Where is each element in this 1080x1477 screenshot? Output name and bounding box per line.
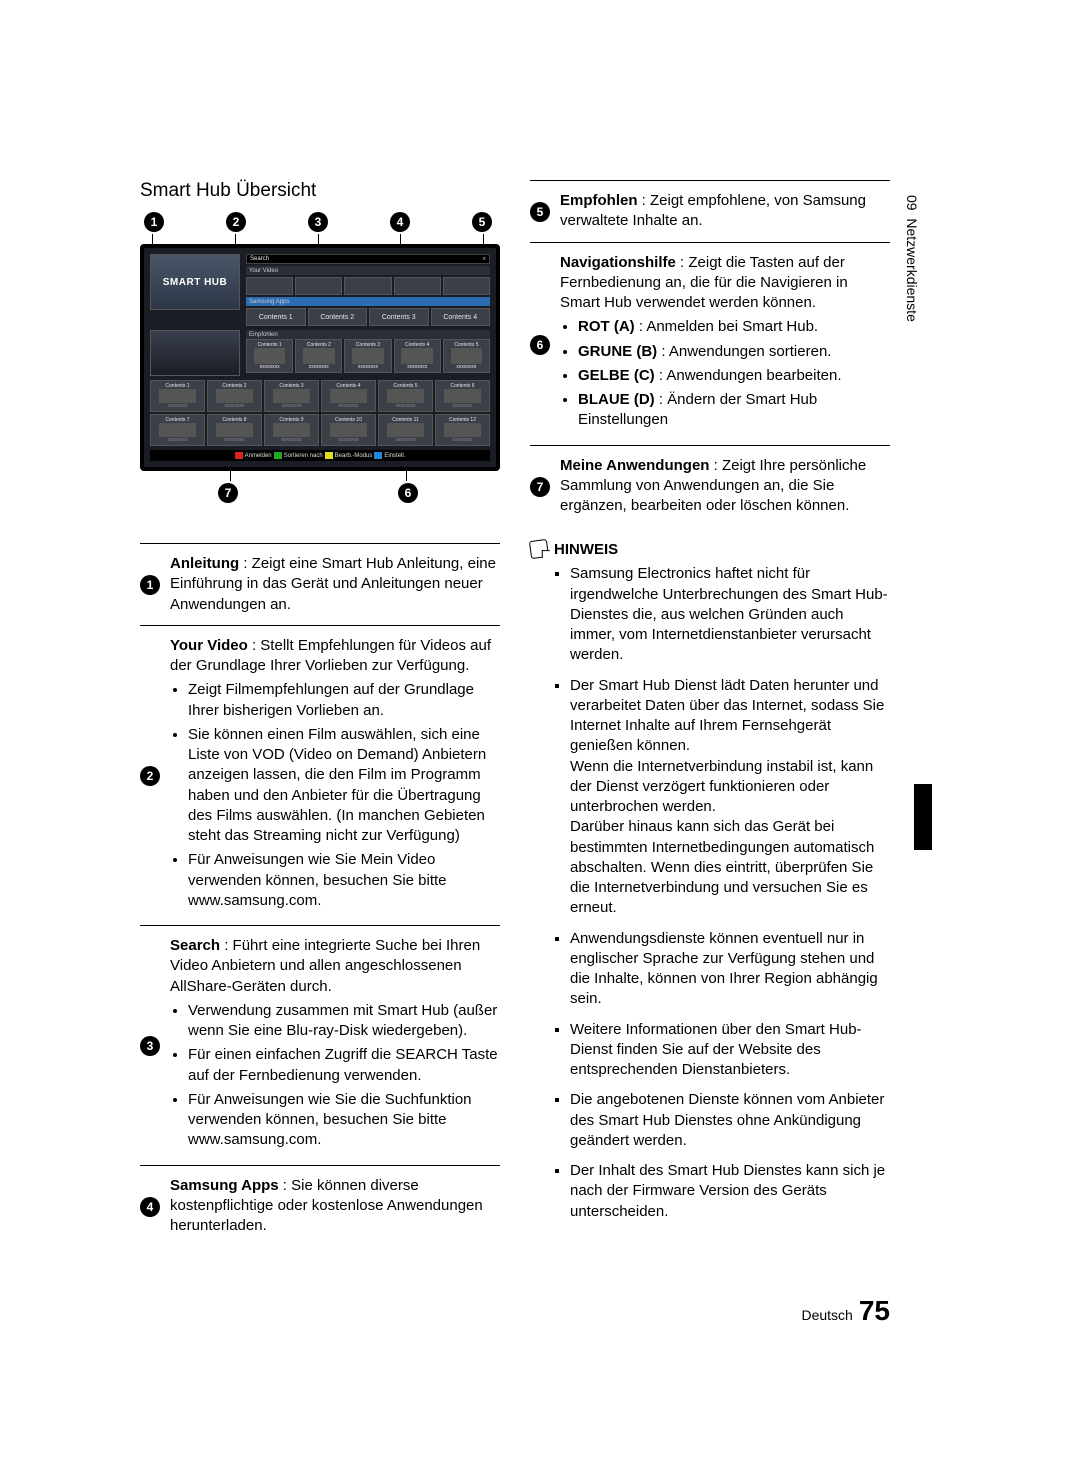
apps-row: Contents 1 Contents 2 Contents 3 Content… [246,308,490,326]
entry-4: 4Samsung Apps : Sie können diverse koste… [140,1166,500,1247]
callout-2: 2 [226,212,246,232]
note-icon [529,539,549,559]
tv-screenshot: SMART HUB Search ⌕ Your Video Samsung Ap… [140,244,500,471]
my-apps-grid: Contents 1xxxxxxxx Contents 2xxxxxxxx Co… [150,380,490,446]
entry-number: 6 [530,335,550,355]
hinweis-item: Der Inhalt des Smart Hub Dienstes kann s… [570,1161,890,1222]
page-footer: Deutsch75 [801,1295,890,1327]
callout-1: 1 [144,212,164,232]
smart-hub-diagram: 1 2 3 4 5 SMART HUB Search ⌕ Your Video [140,212,500,503]
key-a-icon [235,452,243,459]
tv-search-bar: Search ⌕ [246,254,490,264]
recommended-label: Empfohlen [246,330,490,339]
entry-number: 3 [140,1036,160,1056]
hinweis-item: Die angebotenen Dienste können vom Anbie… [570,1090,890,1151]
thumb-index-tab [914,784,932,850]
callout-row-bottom: 7 6 [140,483,500,503]
entry-1: 1Anleitung : Zeigt eine Smart Hub Anleit… [140,543,500,626]
entry-number: 1 [140,575,160,595]
callout-row-top: 1 2 3 4 5 [140,212,500,232]
callout-3: 3 [308,212,328,232]
callout-4: 4 [390,212,410,232]
entry-number: 4 [140,1197,160,1217]
entry-5: 5Empfohlen : Zeigt empfohlene, von Samsu… [530,180,890,243]
tv-nav-help: Anmelden Sortieren nach Bearb.-Modus Ein… [150,450,490,461]
search-icon: ⌕ [483,256,486,263]
hinweis-heading: HINWEIS [530,540,890,558]
hinweis-list: Samsung Electronics haftet nicht für irg… [530,564,890,1222]
key-c-icon [325,452,333,459]
section-title: Smart Hub Übersicht [140,180,500,202]
recommended-row: Contents 1xxxxxxxx Contents 2xxxxxxxx Co… [246,339,490,373]
entry-number: 2 [140,766,160,786]
tv-logo: SMART HUB [150,254,240,310]
entry-3: 3Search : Führt eine integrierte Suche b… [140,926,500,1166]
tv-mini-preview [150,330,240,376]
key-b-icon [274,452,282,459]
entry-2: 2Your Video : Stellt Empfehlungen für Vi… [140,626,500,926]
key-d-icon [374,452,382,459]
entry-number: 7 [530,477,550,497]
hinweis-item: Samsung Electronics haftet nicht für irg… [570,564,890,665]
callout-7: 7 [218,483,238,503]
entry-number: 5 [530,202,550,222]
entry-7: 7Meine Anwendungen : Zeigt Ihre persönli… [530,446,890,527]
hinweis-item: Der Smart Hub Dienst lädt Daten herunter… [570,676,890,919]
samsung-apps-label: Samsung Apps [246,297,490,306]
hinweis-item: Anwendungsdienste können eventuell nur i… [570,929,890,1010]
chapter-tab: 09 Netzwerkdienste [904,195,920,322]
callout-6: 6 [398,483,418,503]
hinweis-item: Weitere Informationen über den Smart Hub… [570,1020,890,1081]
callout-5: 5 [472,212,492,232]
your-video-label: Your Video [246,266,490,275]
entry-6: 6Navigationshilfe : Zeigt die Tasten auf… [530,243,890,446]
